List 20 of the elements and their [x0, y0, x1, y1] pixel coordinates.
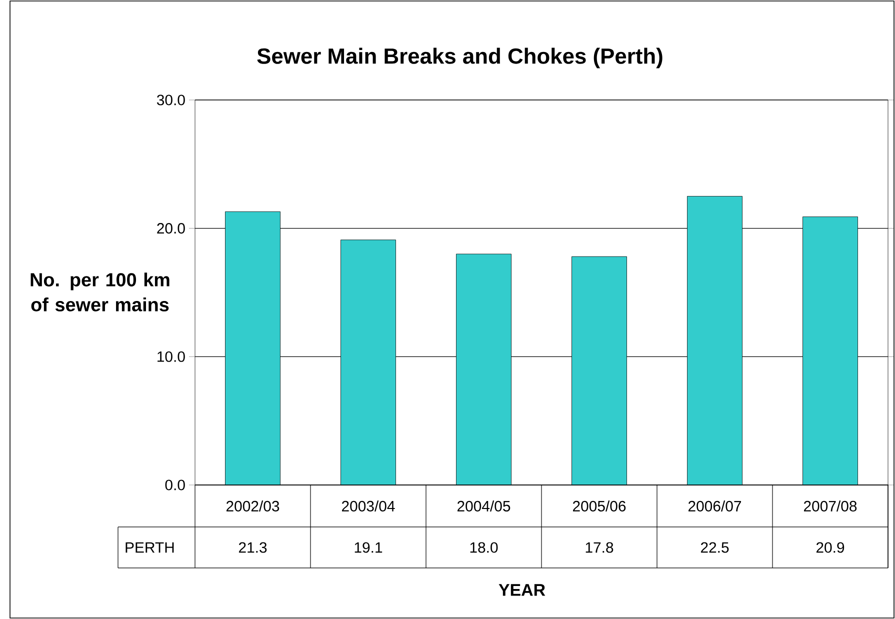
x-tick-label: 2006/07 — [688, 500, 742, 512]
y-tick-label: 30.0 — [156, 94, 185, 106]
chart-title: Sewer Main Breaks and Chokes (Perth) — [257, 48, 662, 68]
text: PERTH — [126, 542, 174, 553]
x-tick-label: 2003/04 — [342, 500, 395, 512]
x-axis-title: YEAR — [498, 584, 546, 596]
y-tick-label: 20.0 — [157, 223, 185, 234]
y-tick-label: 10.0 — [158, 351, 185, 362]
x-tick-label: 2007/08 — [804, 500, 857, 512]
data-label: 20.9 — [816, 542, 844, 553]
data-label: 21.3 — [238, 542, 267, 553]
y-axis-title: No. per 100 km of sewer mains — [30, 272, 170, 312]
x-tick-label: 2005/06 — [572, 500, 626, 512]
data-label: 22.5 — [700, 542, 729, 553]
data-label: 17.8 — [586, 542, 614, 553]
data-label: 18.0 — [470, 542, 498, 553]
x-tick-label: 2002/03 — [226, 500, 280, 512]
x-tick-label: 2004/05 — [457, 500, 510, 512]
data-label: 19.1 — [354, 542, 382, 553]
y-tick-label: 0.0 — [165, 480, 185, 490]
